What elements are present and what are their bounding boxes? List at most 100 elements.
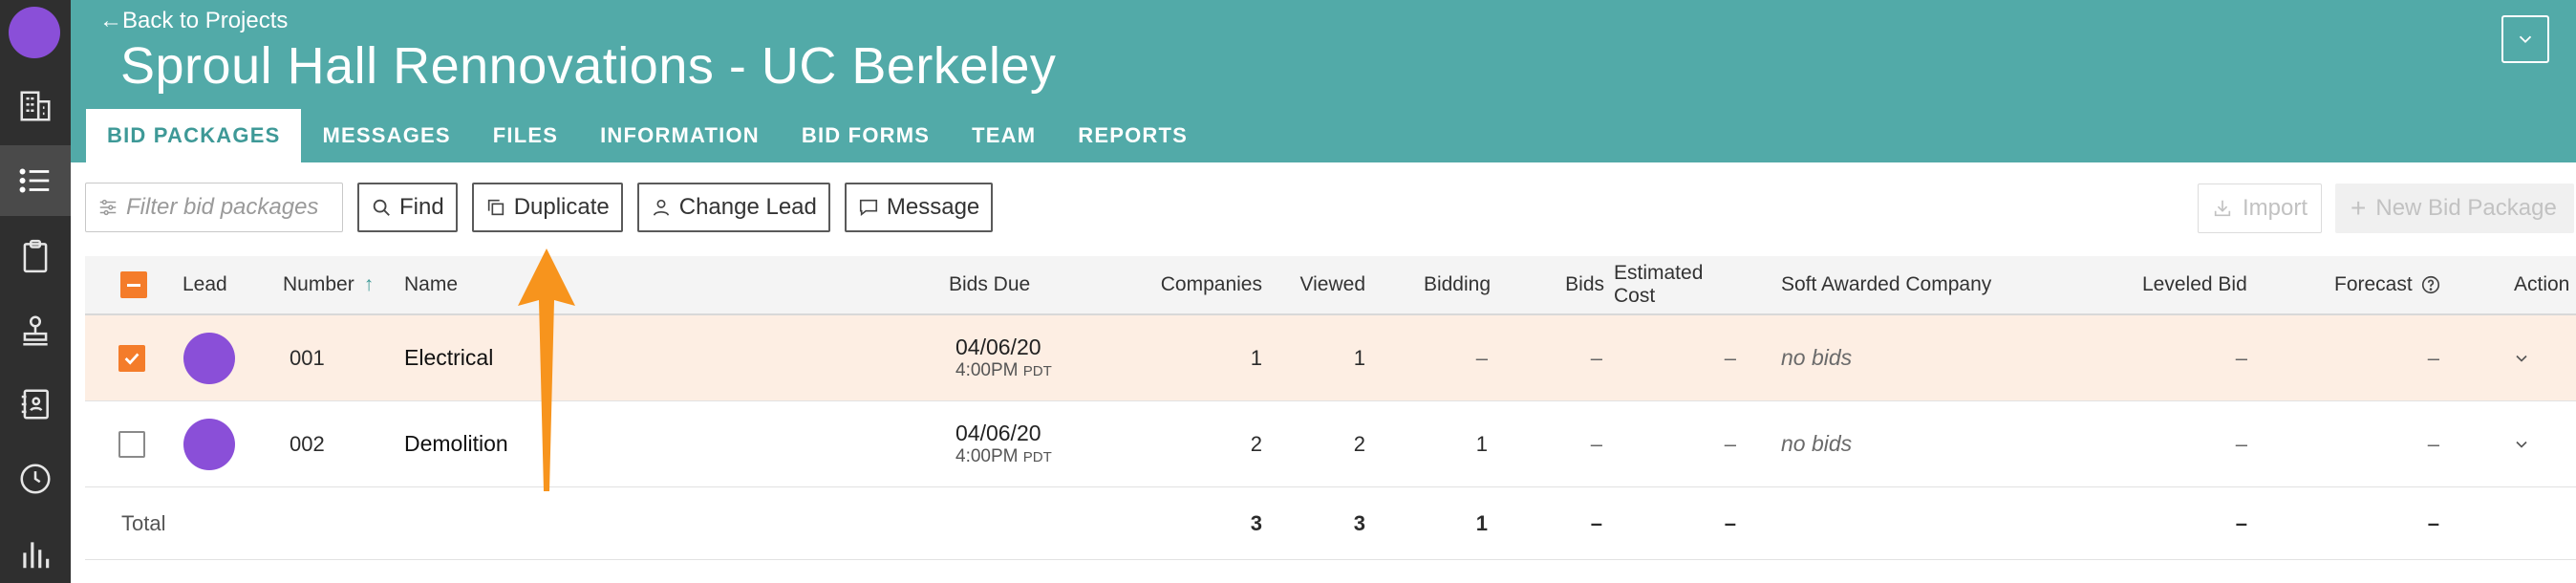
row-action-menu[interactable] xyxy=(2512,401,2531,486)
col-bidding[interactable]: Bidding xyxy=(1423,273,1491,295)
due-date: 04/06/20 xyxy=(955,421,1041,445)
package-name[interactable]: Demolition xyxy=(404,431,508,456)
soft-awarded-company: no bids xyxy=(1781,345,1853,370)
viewed-count[interactable]: 1 xyxy=(1353,345,1365,370)
col-lead[interactable]: Lead xyxy=(182,273,227,295)
bids-due-cell: 04/06/20 4:00PM PDT xyxy=(955,401,1052,486)
col-bids[interactable]: Bids xyxy=(1565,273,1604,295)
user-avatar[interactable] xyxy=(9,7,60,58)
person-icon xyxy=(653,199,669,216)
companies-count[interactable]: 1 xyxy=(1250,345,1262,370)
filter-placeholder: Filter bid packages xyxy=(126,194,319,220)
arrow-left-icon: ← xyxy=(99,8,122,33)
table-row[interactable]: 002 Demolition 04/06/20 4:00PM PDT 2 2 1… xyxy=(85,401,2576,487)
chevron-down-icon xyxy=(2516,441,2527,448)
tab-bid-packages[interactable]: BID PACKAGES xyxy=(86,109,302,162)
lead-avatar-cell xyxy=(183,315,235,400)
toolbar: Filter bid packages Find Duplicate Chang… xyxy=(85,183,994,232)
col-companies[interactable]: Companies xyxy=(1160,273,1262,295)
col-viewed[interactable]: Viewed xyxy=(1299,273,1366,295)
new-bid-package-button[interactable]: + New Bid Package xyxy=(2335,184,2574,233)
copy-icon xyxy=(487,199,504,216)
duplicate-button[interactable]: Duplicate xyxy=(471,183,623,232)
tab-information[interactable]: INFORMATION xyxy=(600,123,760,147)
list-icon[interactable] xyxy=(0,145,71,216)
col-number[interactable]: Number ↑ xyxy=(283,273,375,295)
row-checkbox[interactable] xyxy=(118,344,145,372)
message-button[interactable]: Message xyxy=(844,183,994,232)
bar-chart-icon[interactable] xyxy=(0,519,71,583)
total-bidding: 1 xyxy=(1475,510,1488,535)
total-viewed: 3 xyxy=(1353,510,1365,535)
row-action-menu[interactable] xyxy=(2512,315,2531,400)
import-icon xyxy=(2214,200,2231,217)
col-action: Action xyxy=(2514,273,2570,295)
companies-count[interactable]: 2 xyxy=(1250,431,1262,456)
bidding-count[interactable]: 1 xyxy=(1475,431,1488,456)
col-leveled-bid[interactable]: Leveled Bid xyxy=(2142,273,2247,295)
building-icon[interactable] xyxy=(0,71,71,141)
help-circle-icon[interactable] xyxy=(2420,274,2441,295)
col-soft-awarded-company[interactable]: Soft Awarded Company xyxy=(1781,273,1992,295)
due-time: 4:00PM PDT xyxy=(955,360,1052,380)
due-date: 04/06/20 xyxy=(955,335,1041,359)
col-bids-due[interactable]: Bids Due xyxy=(949,273,1031,295)
row-select-cell xyxy=(118,401,145,486)
tab-bid-forms[interactable]: BID FORMS xyxy=(801,123,931,147)
select-all-checkbox[interactable] xyxy=(120,271,147,298)
bid-packages-table: Lead Number ↑ Name Bids Due Companies Vi… xyxy=(85,256,2576,560)
tab-team[interactable]: TEAM xyxy=(972,123,1037,147)
total-estimated-cost: – xyxy=(1724,510,1736,535)
col-name[interactable]: Name xyxy=(404,273,459,295)
select-all-cell xyxy=(120,256,147,313)
lead-avatar-cell xyxy=(183,401,235,486)
clock-icon[interactable] xyxy=(0,443,71,514)
chevron-down-icon xyxy=(2519,35,2532,44)
row-checkbox[interactable] xyxy=(118,430,145,458)
lead-avatar[interactable] xyxy=(183,332,235,384)
annotation-arrow xyxy=(518,248,575,491)
stamp-icon[interactable] xyxy=(0,295,71,366)
bidding-count: – xyxy=(1475,345,1488,370)
package-number: 001 xyxy=(290,345,325,370)
leveled-bid: – xyxy=(2235,431,2247,456)
chat-bubble-icon xyxy=(859,199,877,217)
import-button[interactable]: Import xyxy=(2198,184,2322,233)
estimated-cost: – xyxy=(1724,345,1736,370)
filter-input[interactable]: Filter bid packages xyxy=(85,183,343,232)
clipboard-icon[interactable] xyxy=(0,221,71,292)
viewed-count[interactable]: 2 xyxy=(1353,431,1365,456)
bids-count: – xyxy=(1590,431,1602,456)
find-button[interactable]: Find xyxy=(357,183,458,232)
sort-ascending-icon: ↑ xyxy=(363,273,375,295)
chevron-down-icon xyxy=(2516,355,2527,362)
package-name[interactable]: Electrical xyxy=(404,345,494,370)
lead-avatar[interactable] xyxy=(183,418,235,470)
forecast-value: – xyxy=(2427,345,2439,370)
bids-count: – xyxy=(1590,345,1602,370)
project-header: ←Back to Projects Sproul Hall Rennovatio… xyxy=(71,0,2576,162)
total-bids: – xyxy=(1590,510,1602,535)
address-book-icon[interactable] xyxy=(0,369,71,440)
total-row: Total 3 3 1 – – – – xyxy=(85,487,2576,560)
total-companies: 3 xyxy=(1250,510,1262,535)
tab-files[interactable]: FILES xyxy=(492,123,559,147)
change-lead-button[interactable]: Change Lead xyxy=(636,183,830,232)
total-leveled-bid: – xyxy=(2235,510,2247,535)
sidebar xyxy=(0,0,71,583)
back-to-projects-link[interactable]: ←Back to Projects xyxy=(99,8,289,33)
estimated-cost: – xyxy=(1724,431,1736,456)
col-forecast[interactable]: Forecast xyxy=(2334,256,2441,313)
project-title: Sproul Hall Rennovations - UC Berkeley xyxy=(120,37,1057,95)
search-icon xyxy=(373,199,390,216)
table-header: Lead Number ↑ Name Bids Due Companies Vi… xyxy=(85,256,2576,315)
minus-icon xyxy=(127,283,140,287)
tab-messages[interactable]: MESSAGES xyxy=(322,123,451,147)
table-row[interactable]: 001 Electrical 04/06/20 4:00PM PDT 1 1 –… xyxy=(85,315,2576,401)
col-estimated-cost[interactable]: Estimated Cost xyxy=(1614,262,1704,307)
total-label: Total xyxy=(121,510,166,535)
project-menu-dropdown[interactable] xyxy=(2501,15,2549,63)
filter-sliders-icon xyxy=(99,199,117,216)
soft-awarded-company: no bids xyxy=(1781,431,1853,456)
tab-reports[interactable]: REPORTS xyxy=(1078,123,1189,147)
